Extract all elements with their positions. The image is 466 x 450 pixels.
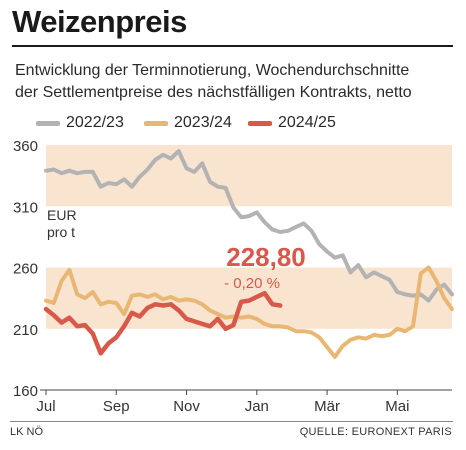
series-line-2024-25 [43, 290, 283, 356]
y-tick-label-260: 260 [13, 261, 38, 278]
subtitle-line-1: Entwicklung der Terminnotierung, Wochend… [15, 62, 410, 79]
x-tick-label-4: Mär [314, 398, 340, 415]
unit-label-0: EUR [47, 207, 77, 223]
legend-label-2024-25: 2024/25 [278, 114, 336, 131]
shaded-band-1 [46, 145, 452, 207]
series-line-2023-24 [44, 265, 454, 359]
page-title: Weizenpreis [12, 4, 187, 39]
y-tick-label-360: 360 [13, 138, 38, 155]
unit-label-1: pro t [47, 224, 75, 240]
x-tick-label-1: Sep [103, 398, 130, 415]
callout-change: - 0,20 % [224, 275, 280, 292]
y-tick-label-160: 160 [13, 383, 38, 400]
legend-swatch-2023-24 [144, 121, 168, 126]
footer-rule [10, 421, 453, 422]
x-tick-label-3: Jan [245, 398, 269, 415]
x-tick-label-2: Nov [173, 398, 200, 415]
legend-label-2022-23: 2022/23 [66, 114, 124, 131]
footer-source: QUELLE: EURONEXT PARIS [299, 426, 452, 438]
y-tick-label-310: 310 [13, 199, 38, 216]
x-tick-label-0: Jul [36, 398, 55, 415]
legend-swatch-2024-25 [248, 121, 272, 126]
x-tick-label-5: Mai [385, 398, 409, 415]
subtitle-line-2: der Settlementpreise des nächstfälligen … [15, 84, 412, 101]
callout-value: 228,80 [226, 242, 306, 272]
legend-label-2023-24: 2023/24 [174, 114, 232, 131]
footer-credit: LK NÖ [10, 426, 44, 438]
series-line-2022-23 [44, 149, 454, 303]
legend-swatch-2022-23 [36, 121, 60, 126]
title-rule [12, 45, 453, 47]
y-tick-label-210: 210 [13, 322, 38, 339]
